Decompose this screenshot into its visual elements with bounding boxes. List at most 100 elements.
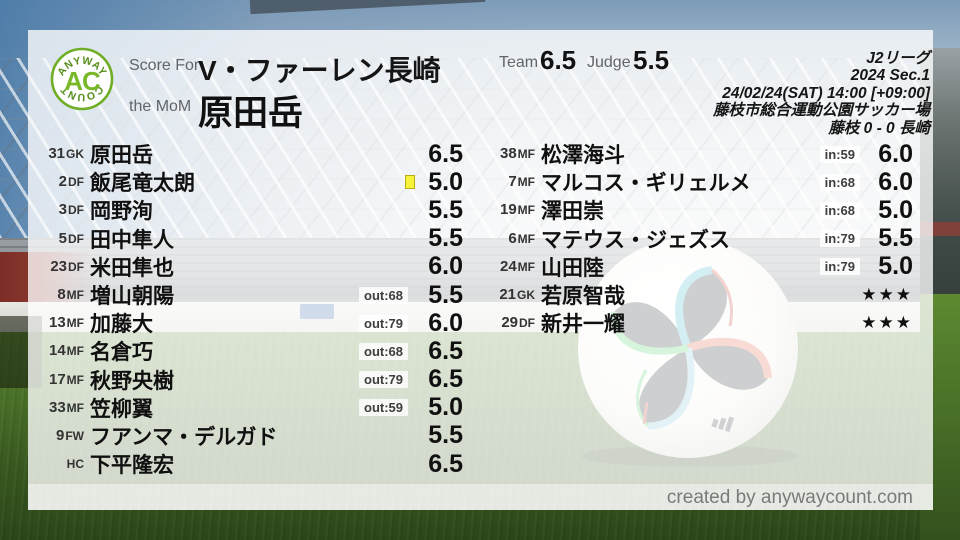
player-position: MF — [66, 316, 84, 331]
player-position: MF — [517, 203, 535, 218]
player-score: 5.5 — [878, 224, 913, 253]
player-number: 7 — [508, 173, 517, 191]
anywaycount-logo: ANYWAY COUNT AC — [50, 47, 114, 111]
player-row: 14MF 名倉巧 out:68 6.5 — [44, 337, 463, 365]
player-name: 笠柳翼 — [90, 397, 153, 421]
logo-arc-bottom-text: COUNT — [58, 83, 105, 103]
substitution-badge: out:68 — [359, 286, 408, 304]
svg-text:COUNT: COUNT — [58, 83, 105, 103]
player-score: 6.5 — [428, 449, 463, 478]
substitution-badge: in:79 — [819, 258, 860, 276]
player-number: 17 — [48, 370, 66, 388]
substitution-badge: out:68 — [359, 342, 408, 360]
player-score: 5.5 — [428, 195, 463, 224]
player-score: ★★★ — [861, 313, 913, 333]
player-position-label: 13MF — [44, 314, 84, 332]
player-score: 5.5 — [428, 421, 463, 450]
player-position-label: 33MF — [44, 399, 84, 417]
logo-center-text: AC — [64, 66, 101, 96]
player-score: 6.5 — [428, 365, 463, 394]
substitution-badge: in:68 — [819, 201, 860, 219]
player-position-label: 6MF — [492, 230, 535, 248]
judge-score-value: 5.5 — [633, 45, 670, 75]
player-row: 7MF マルコス・ギリェルメ in:68 6.0 — [492, 168, 913, 196]
player-name: 下平隆宏 — [90, 454, 174, 478]
player-number: 38 — [499, 145, 517, 163]
player-name: 加藤大 — [90, 313, 153, 337]
player-name: 松澤海斗 — [541, 144, 625, 168]
substitutes-list: 38MF 松澤海斗 in:59 6.0 7MF マルコス・ギリェルメ in:68… — [492, 140, 913, 337]
player-row: 38MF 松澤海斗 in:59 6.0 — [492, 140, 913, 168]
player-name: フアンマ・デルガド — [90, 425, 278, 449]
player-position-label: 19MF — [492, 201, 535, 219]
starters-list: 31GK 原田岳 6.5 2DF 飯尾竜太朗 5.0 3DF 岡野洵 5.5 5… — [44, 140, 463, 478]
player-score: 5.5 — [428, 224, 463, 253]
substitution-badge: in:59 — [819, 145, 860, 163]
player-position: DF — [68, 231, 84, 246]
player-number: 6 — [508, 229, 517, 247]
substitution-badge: out:79 — [359, 314, 408, 332]
player-number: 31 — [48, 145, 65, 163]
player-position: MF — [66, 372, 84, 387]
player-position: MF — [517, 175, 535, 190]
player-name: 山田陸 — [541, 256, 604, 280]
player-number: 21 — [499, 286, 516, 304]
player-name: マルコス・ギリェルメ — [541, 172, 751, 196]
mom-name: 原田岳 — [198, 94, 304, 133]
player-row: 8MF 増山朝陽 out:68 5.5 — [44, 281, 463, 309]
footer-credit: created by anywaycount.com — [666, 487, 913, 508]
judge-score-label: Judge — [587, 54, 631, 71]
player-score: 6.0 — [428, 252, 463, 281]
venue-name: 藤枝市総合運動公園サッカー場 — [712, 102, 930, 120]
player-row: 13MF 加藤大 out:79 6.0 — [44, 309, 463, 337]
player-position: GK — [517, 288, 535, 303]
player-name: 名倉巧 — [90, 341, 153, 365]
player-name: 新井一耀 — [541, 313, 625, 337]
player-score: 5.0 — [878, 252, 913, 281]
player-position: MF — [66, 288, 84, 303]
player-position-label: 2DF — [44, 173, 84, 191]
player-score: 6.0 — [428, 308, 463, 337]
player-score: 6.5 — [428, 336, 463, 365]
player-row: HC 下平隆宏 6.5 — [44, 450, 463, 478]
mom-label: the MoM — [129, 98, 192, 115]
player-number: 2 — [58, 173, 67, 191]
player-position-label: 8MF — [44, 286, 84, 304]
match-info-block: J2リーグ 2024 Sec.1 24/02/24(SAT) 14:00 [+0… — [713, 50, 930, 137]
player-number: 23 — [50, 257, 67, 275]
player-position: DF — [519, 316, 535, 331]
player-position: FW — [65, 428, 84, 443]
player-position-label: 7MF — [492, 173, 535, 191]
player-row: 23DF 米田隼也 6.0 — [44, 252, 463, 281]
player-position-label: HC — [44, 455, 84, 473]
player-score: 5.0 — [428, 393, 463, 422]
player-score: 5.0 — [428, 167, 463, 196]
player-name: 若原智哉 — [541, 285, 625, 309]
kickoff-datetime: 24/02/24(SAT) 14:00 [+09:00] — [722, 84, 930, 102]
team-score-label: Team — [499, 54, 539, 71]
player-name: 米田隼也 — [90, 256, 174, 280]
player-score: 6.0 — [878, 167, 913, 196]
player-position: DF — [68, 203, 84, 218]
player-row: 19MF 澤田崇 in:68 5.0 — [492, 196, 913, 224]
player-row: 24MF 山田陸 in:79 5.0 — [492, 252, 913, 281]
player-position: MF — [66, 400, 84, 415]
substitution-badge: out:59 — [359, 399, 408, 417]
player-position-label: 24MF — [492, 258, 535, 276]
player-position-label: 17MF — [44, 371, 84, 389]
player-position-label: 3DF — [44, 201, 84, 219]
player-position: GK — [66, 147, 84, 162]
player-number: 13 — [48, 314, 66, 332]
yellow-card-icon — [405, 175, 415, 190]
player-position: MF — [517, 147, 535, 162]
player-name: 田中隼人 — [90, 228, 174, 252]
player-row: 31GK 原田岳 6.5 — [44, 140, 463, 168]
player-row: 9FW フアンマ・デルガド 5.5 — [44, 421, 463, 450]
player-row: 2DF 飯尾竜太朗 5.0 — [44, 168, 463, 196]
player-position: MF — [517, 259, 535, 274]
league-name: J2リーグ — [866, 50, 930, 67]
player-name: 増山朝陽 — [90, 285, 174, 309]
player-row: 3DF 岡野洵 5.5 — [44, 196, 463, 224]
player-position-label: 29DF — [492, 314, 535, 332]
substitution-badge: in:68 — [819, 173, 860, 191]
